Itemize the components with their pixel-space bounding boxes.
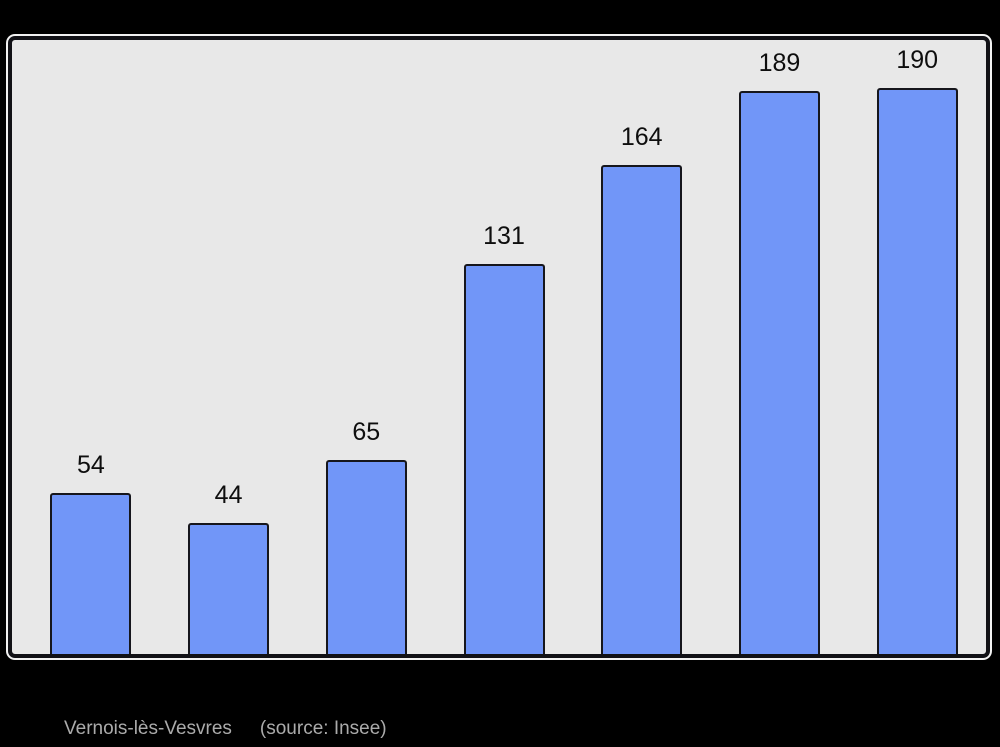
- bar: [738, 91, 820, 654]
- bar-group: 131: [435, 40, 573, 654]
- bar-group: 189: [711, 40, 849, 654]
- bar-group: 164: [573, 40, 711, 654]
- bar-chart: 54 44 65 131 164 189 190: [12, 40, 986, 654]
- bar: [50, 493, 132, 654]
- bar-group: 65: [297, 40, 435, 654]
- bar-value-label: 54: [76, 451, 105, 479]
- bar-group: 190: [848, 40, 986, 654]
- bar: [188, 523, 270, 654]
- bar-group: 54: [22, 40, 160, 654]
- bar-group: 44: [160, 40, 298, 654]
- caption-source: (source: Insee): [259, 718, 387, 739]
- bar-value-label: 44: [214, 481, 243, 509]
- bar-value-label: 65: [352, 418, 381, 446]
- bar: [325, 460, 407, 654]
- chart-panel: 54 44 65 131 164 189 190: [8, 36, 990, 658]
- caption-commune-name: Vernois-lès-Vesvres: [64, 718, 232, 739]
- bar-value-label: 164: [620, 123, 663, 151]
- bar: [463, 264, 545, 654]
- bar: [876, 88, 958, 654]
- bar: [601, 165, 683, 654]
- chart-caption: Vernois-lès-Vesvres (source: Insee): [64, 717, 387, 741]
- bar-value-label: 131: [483, 222, 525, 250]
- bar-value-label: 190: [896, 46, 939, 74]
- bar-value-label: 189: [758, 49, 801, 77]
